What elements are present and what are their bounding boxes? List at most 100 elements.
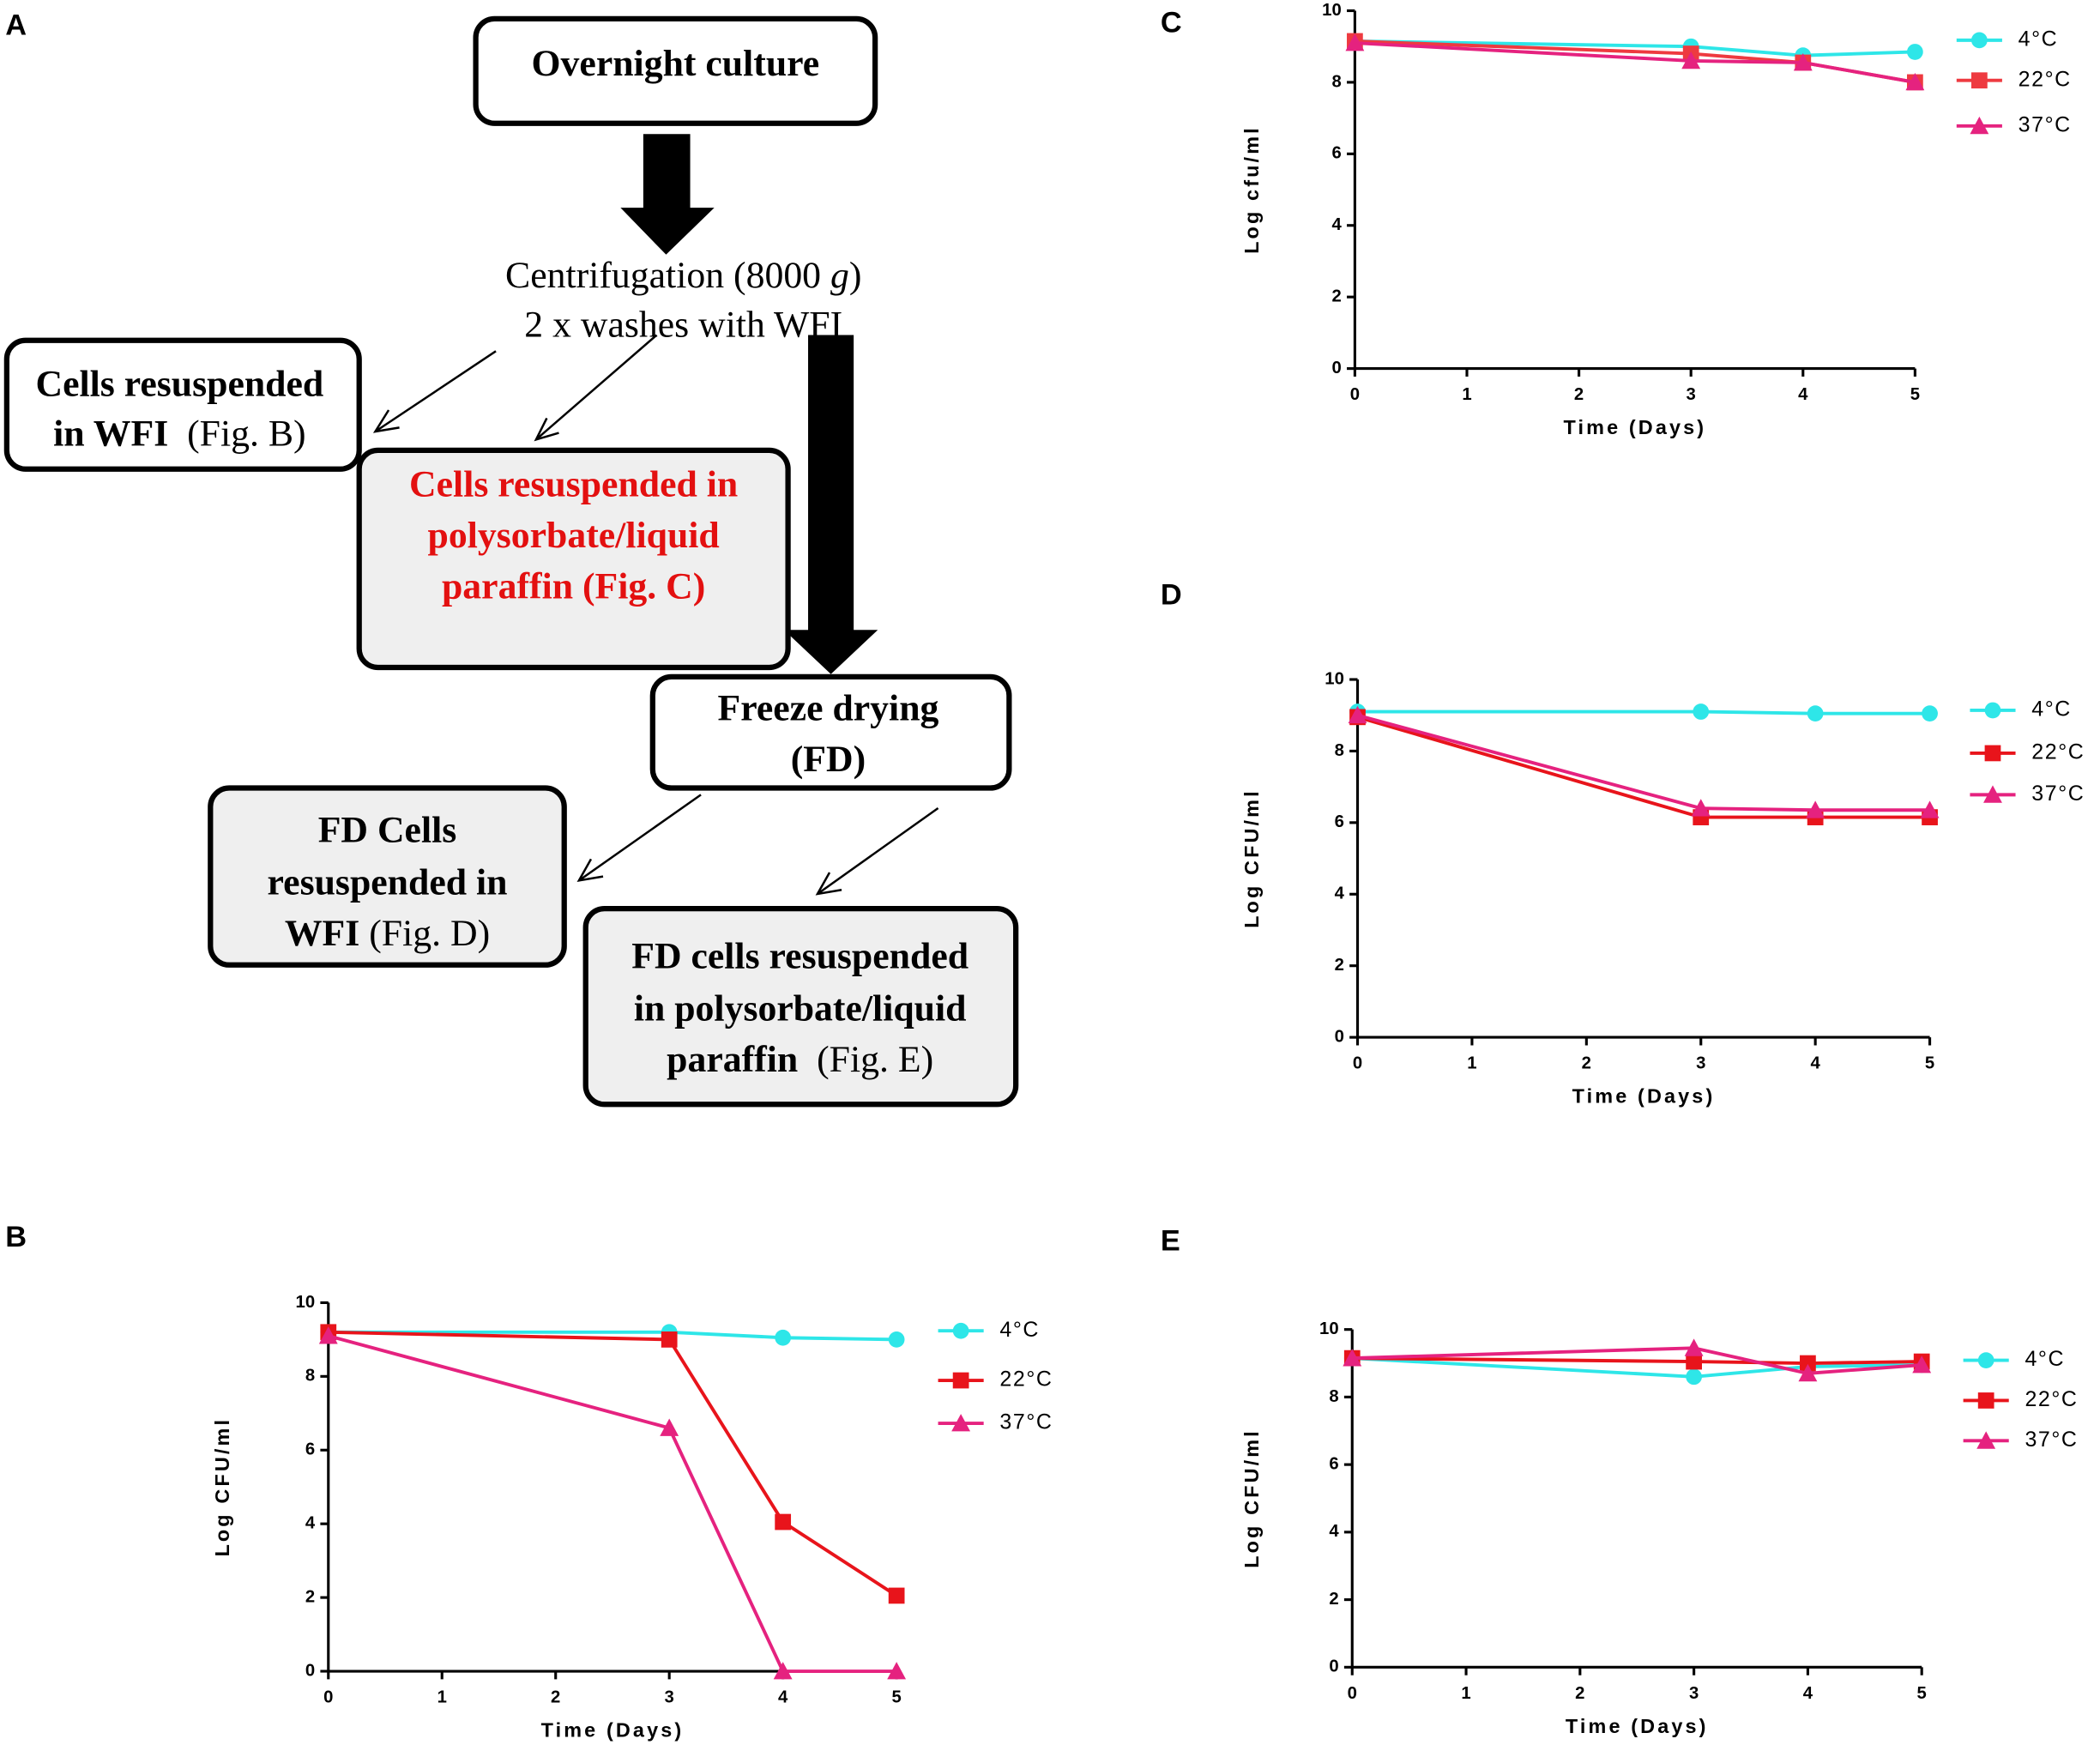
y-tick-label: 10	[1322, 1, 1342, 20]
series-line	[1357, 713, 1930, 812]
x-tick-label: 5	[1925, 1054, 1934, 1073]
marker	[1807, 705, 1824, 722]
marker	[660, 1418, 679, 1436]
marker	[1905, 72, 1925, 91]
legend-marker	[1983, 785, 2002, 803]
marker	[887, 1662, 907, 1680]
x-tick-label: 0	[1350, 385, 1360, 404]
x-tick-label: 3	[665, 1688, 674, 1707]
y-tick-label: 0	[305, 1661, 315, 1680]
legend-marker	[1984, 702, 2001, 719]
text-segment: FD cells resuspended	[631, 936, 969, 977]
node-text: paraffin (Fig. C)	[442, 565, 705, 607]
y-tick-label: 10	[296, 1293, 316, 1312]
node-box	[473, 15, 878, 126]
text-segment: )	[849, 255, 862, 296]
x-axis-title: Time (Days)	[1572, 1085, 1716, 1108]
node-text: Cells resuspended in	[409, 464, 738, 505]
node-box	[582, 906, 1019, 1108]
node-text: FD cells resuspended	[631, 936, 969, 977]
legend-label: 22°C	[2019, 67, 2072, 91]
y-tick-label: 0	[1329, 1657, 1338, 1676]
legend-label: 37°C	[2025, 1428, 2078, 1452]
x-tick-label: 5	[891, 1688, 901, 1707]
y-tick-label: 4	[305, 1514, 316, 1533]
node-text: WFI (Fig. D)	[285, 913, 490, 954]
text-segment: in WFI	[53, 413, 168, 454]
x-tick-label: 3	[1696, 1054, 1705, 1073]
y-tick-label: 0	[1335, 1027, 1344, 1046]
text-segment: (Fig. D)	[359, 913, 490, 954]
y-tick-label: 2	[1331, 287, 1341, 306]
y-axis-title: Log CFU/ml	[1240, 1428, 1263, 1568]
series-line	[1356, 715, 1930, 819]
x-axis-title: Time (Days)	[1566, 1715, 1709, 1737]
series-line	[1352, 1356, 1922, 1379]
text-segment: paraffin	[667, 1039, 798, 1080]
y-tick-label: 4	[1331, 215, 1342, 234]
x-tick-label: 5	[1910, 385, 1920, 404]
series-line	[1352, 1346, 1922, 1375]
text-segment: polysorbate/liquid	[428, 515, 720, 556]
y-tick-label: 4	[1335, 885, 1345, 903]
marker	[1693, 703, 1710, 720]
node-text: resuspended in	[268, 862, 508, 903]
text-segment: Cells resuspended	[35, 363, 323, 404]
node-box	[208, 785, 567, 968]
y-tick-label: 2	[305, 1587, 315, 1606]
y-tick-label: 6	[1329, 1454, 1338, 1473]
marker	[1343, 1349, 1362, 1367]
panel-label: E	[1161, 1225, 1180, 1258]
y-tick-label: 0	[1331, 359, 1341, 377]
legend-marker	[952, 1372, 969, 1389]
legend-marker	[1970, 116, 1989, 135]
node-box	[356, 447, 791, 671]
arrow-head	[372, 409, 400, 433]
text-segment: 2 x washes with WFI	[524, 305, 842, 346]
marker	[1345, 33, 1365, 51]
legend-marker	[1970, 32, 1988, 49]
node-text: (FD)	[791, 739, 866, 780]
text-segment: WFI	[285, 913, 359, 954]
node-text: Cells resuspended	[35, 363, 323, 404]
node-text: 2 x washes with WFI	[524, 305, 842, 346]
series-line	[1357, 709, 1930, 715]
x-tick-label: 2	[1575, 1684, 1584, 1703]
marker	[888, 1331, 905, 1348]
marker	[1922, 705, 1938, 722]
x-axis-title: Time (Days)	[1564, 416, 1707, 438]
y-tick-label: 8	[1331, 72, 1341, 91]
marker	[1800, 1355, 1816, 1372]
text-segment: (Fig. B)	[168, 413, 305, 454]
y-tick-label: 4	[1329, 1522, 1339, 1541]
thick-arrow	[620, 134, 715, 255]
text-segment: g	[830, 255, 849, 296]
arrow	[535, 334, 658, 441]
y-tick-label: 6	[1331, 144, 1341, 163]
y-tick-label: 2	[1329, 1590, 1338, 1609]
series-line	[1355, 39, 1916, 57]
x-tick-label: 2	[1574, 385, 1584, 404]
node-text: in WFI (Fig. B)	[53, 413, 305, 454]
panel-label: B	[5, 1221, 27, 1253]
marker	[1681, 51, 1701, 69]
text-segment: Freeze drying	[718, 688, 939, 729]
x-tick-label: 5	[1917, 1684, 1927, 1703]
x-tick-label: 4	[1811, 1054, 1821, 1073]
marker	[1920, 800, 1940, 818]
y-tick-label: 8	[305, 1367, 315, 1386]
legend-marker	[1970, 72, 1988, 89]
y-tick-label: 2	[1335, 956, 1344, 975]
marker	[1686, 1368, 1702, 1386]
x-tick-label: 1	[438, 1688, 447, 1707]
legend-marker	[1977, 1352, 1994, 1368]
series-line	[328, 1334, 897, 1673]
marker	[1684, 1338, 1704, 1356]
marker	[1691, 799, 1711, 817]
marker	[1798, 1363, 1818, 1382]
y-tick-label: 6	[305, 1440, 315, 1459]
panel-label: C	[1161, 6, 1182, 39]
node-text: paraffin (Fig. E)	[667, 1039, 933, 1080]
y-tick-label: 10	[1325, 669, 1344, 688]
text-segment: resuspended in	[268, 862, 508, 903]
